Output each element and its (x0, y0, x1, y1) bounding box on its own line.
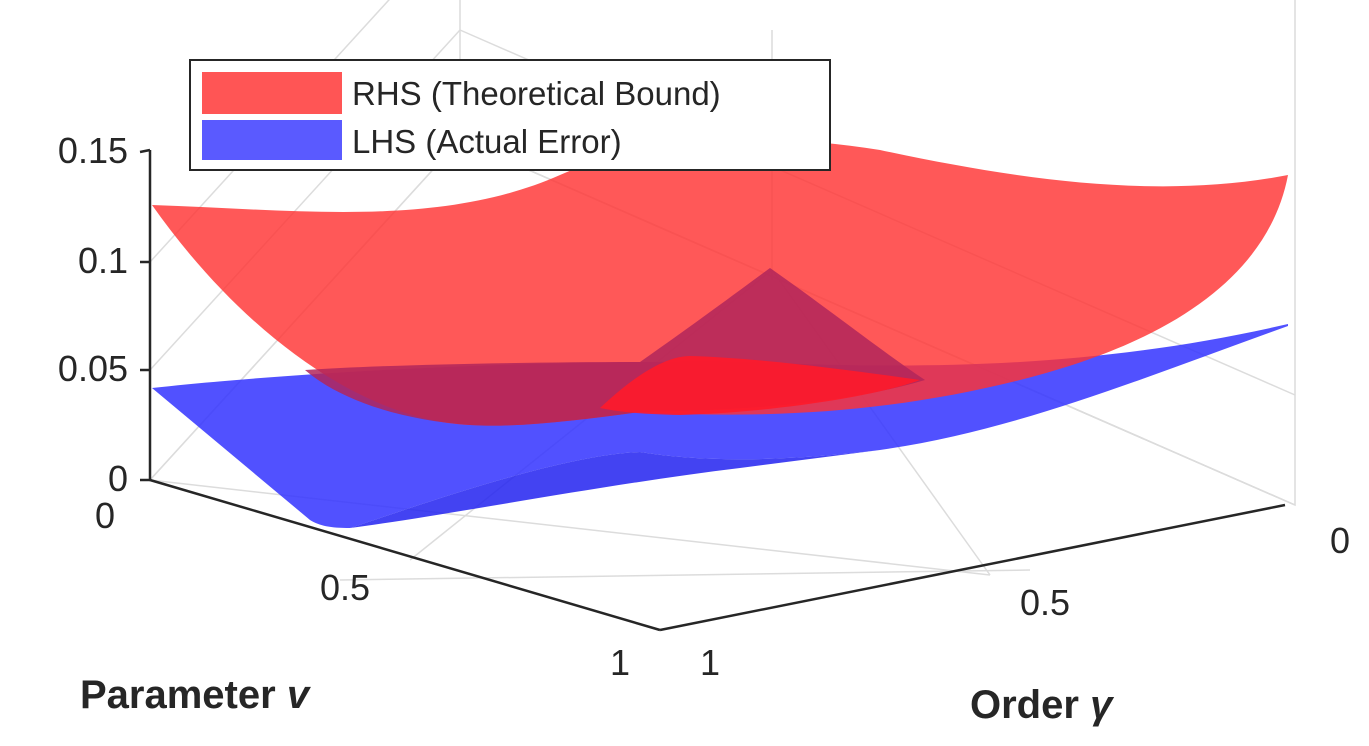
x-tick-label: 1 (700, 642, 720, 683)
y-tick-label: 0 (95, 495, 115, 536)
tick-labels: 0.15 0.1 0.05 0 0 0.5 1 1 0.5 0 (58, 130, 1350, 683)
z-tick-label: 0.05 (58, 348, 128, 389)
z-tick (139, 148, 151, 154)
x-axis-title: Order γ (970, 683, 1115, 727)
y-tick-label: 0.5 (320, 567, 370, 608)
x-tick-label: 0.5 (1020, 582, 1070, 623)
legend-label-lhs: LHS (Actual Error) (352, 123, 622, 160)
z-tick-label: 0.1 (78, 240, 128, 281)
y-tick-label: 1 (610, 642, 630, 683)
x-tick-label: 0 (1330, 520, 1350, 561)
surfaces (152, 139, 1288, 528)
y-axis-title: Parameter v (80, 673, 312, 717)
legend: RHS (Theoretical Bound) LHS (Actual Erro… (189, 59, 831, 171)
y-axis-line (149, 478, 661, 632)
z-tick-label: 0.15 (58, 130, 128, 171)
overlap-bright-region (600, 356, 920, 415)
axes (139, 148, 1286, 632)
grid-line (339, 569, 1031, 581)
z-tick-label: 0 (108, 458, 128, 499)
rhs-surface (152, 139, 1288, 426)
legend-label-rhs: RHS (Theoretical Bound) (352, 75, 721, 112)
x-axis-line (659, 503, 1286, 632)
lhs-surface-front-fold (350, 450, 880, 528)
legend-swatch-rhs (202, 72, 342, 114)
legend-swatch-lhs (202, 120, 342, 160)
grid-line (149, 479, 991, 576)
